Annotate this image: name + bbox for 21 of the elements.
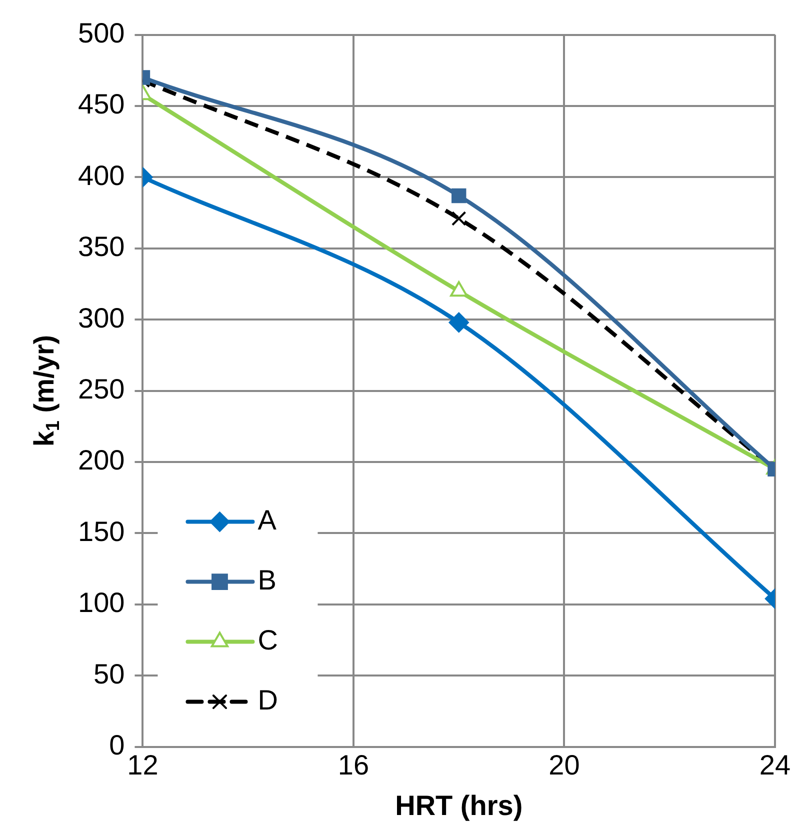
- y-axis-title: k1 (m/yr): [28, 334, 64, 447]
- y-tick-label: 350: [78, 231, 125, 262]
- legend-label: C: [258, 624, 278, 656]
- y-tick-label: 200: [78, 444, 125, 476]
- y-tick-label: 150: [78, 516, 125, 547]
- legend-label: B: [258, 564, 276, 596]
- x-tick-label: 16: [338, 749, 370, 780]
- x-axis-title: HRT (hrs): [395, 790, 523, 821]
- x-tick-label: 24: [759, 749, 791, 780]
- y-tick-label: 250: [78, 374, 125, 405]
- y-tick-label: 450: [78, 88, 125, 120]
- y-tick-label: 300: [78, 302, 125, 334]
- x-tick-label: 20: [548, 749, 580, 780]
- y-tick-label: 100: [78, 587, 125, 618]
- legend-label: A: [258, 504, 277, 536]
- y-tick-label: 0: [109, 730, 125, 761]
- y-tick-label: 500: [78, 18, 125, 49]
- x-tick-label: 12: [127, 749, 158, 780]
- y-tick-label: 400: [78, 160, 125, 191]
- legend-label: D: [258, 684, 278, 716]
- y-tick-label: 50: [94, 658, 125, 690]
